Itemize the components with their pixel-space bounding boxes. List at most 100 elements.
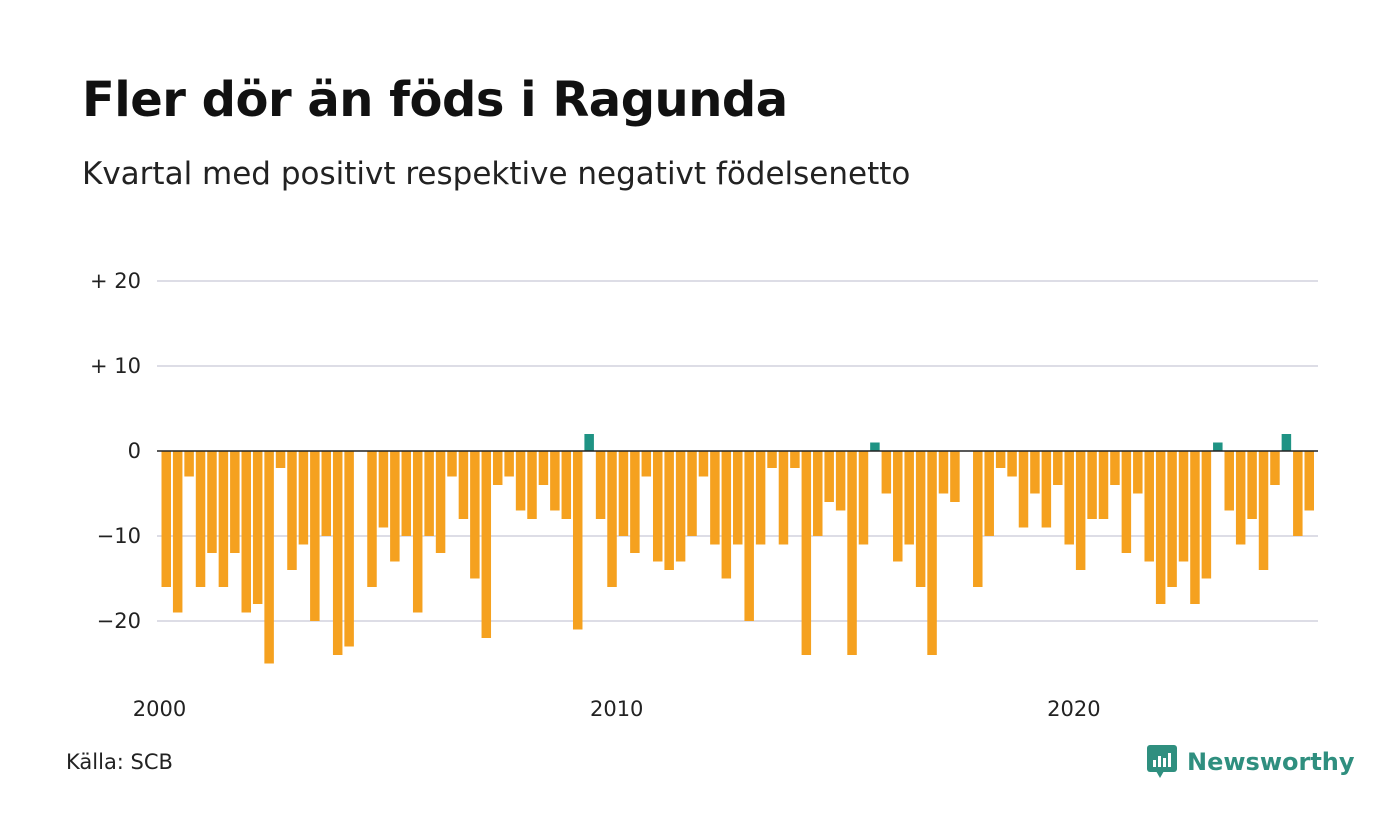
bar-negative <box>230 451 240 553</box>
bar-negative <box>721 451 732 579</box>
bar-negative <box>1258 451 1269 570</box>
y-tick-label: + 20 <box>90 269 141 293</box>
bar-negative <box>492 451 503 485</box>
bar-negative <box>687 451 697 536</box>
bar-negative <box>755 451 766 545</box>
bar-negative <box>995 451 1006 468</box>
bar-negative <box>1018 451 1029 528</box>
bar-negative <box>504 451 514 477</box>
bar-negative <box>1178 451 1189 562</box>
newsworthy-chart-bubble-icon <box>1147 745 1177 778</box>
x-tick-label: 2000 <box>133 697 186 721</box>
bar-negative <box>367 451 377 587</box>
bar-negative <box>904 451 914 545</box>
chart-subtitle: Kvartal med positivt respektive negativt… <box>82 156 911 192</box>
bar-negative <box>744 451 754 621</box>
bar-negative <box>1053 451 1063 485</box>
bar-negative <box>1110 451 1120 485</box>
bar-negative <box>858 451 869 545</box>
bar-negative <box>378 451 389 528</box>
bar-positive <box>1213 442 1223 451</box>
bar-negative <box>630 451 640 553</box>
bar-negative <box>172 451 183 613</box>
x-tick-label: 2010 <box>590 697 643 721</box>
bar-negative <box>390 451 400 562</box>
bar-negative <box>1247 451 1257 519</box>
brand-name: Newsworthy <box>1187 748 1355 776</box>
bar-negative <box>1304 451 1314 511</box>
bar-negative <box>481 451 492 638</box>
bar-negative <box>275 451 286 468</box>
bar-positive <box>1281 434 1292 451</box>
bar-negative <box>1224 451 1234 511</box>
bar-negative <box>618 451 629 536</box>
bar-negative <box>847 451 857 655</box>
bar-negative <box>332 451 343 655</box>
bar-negative <box>424 451 434 536</box>
y-tick-label: + 10 <box>90 354 141 378</box>
bar-negative <box>835 451 846 511</box>
bar-negative <box>161 451 171 587</box>
bar-negative <box>710 451 720 545</box>
bar-negative <box>1121 451 1132 553</box>
bar-negative <box>184 451 194 477</box>
bar-negative <box>538 451 549 485</box>
bar-negative <box>893 451 903 562</box>
bar-negative <box>527 451 537 519</box>
bar-negative <box>767 451 777 468</box>
bar-negative <box>1098 451 1109 519</box>
bar-negative <box>641 451 652 477</box>
bar-negative <box>1293 451 1303 536</box>
brand-logo: Newsworthy <box>1147 744 1355 780</box>
bar-negative <box>801 451 812 655</box>
chart-title: Fler dör än föds i Ragunda <box>82 72 788 128</box>
bar-negative <box>1190 451 1200 604</box>
bar-negative <box>915 451 926 587</box>
y-tick-label: 0 <box>128 439 141 463</box>
bar-negative <box>310 451 320 621</box>
bar-negative <box>572 451 583 630</box>
bar-negative <box>1075 451 1086 570</box>
bar-negative <box>824 451 834 502</box>
bar-negative <box>241 451 252 613</box>
bar-negative <box>984 451 994 536</box>
bar-negative <box>733 451 743 545</box>
y-axis-labels: + 20 + 10 0 −10 −20 <box>90 269 141 633</box>
bar-negative <box>1270 451 1280 485</box>
bar-negative <box>252 451 263 604</box>
bar-negative <box>607 451 617 587</box>
bar-negative <box>973 451 983 587</box>
bar-negative <box>813 451 823 536</box>
bar-negative <box>264 451 274 664</box>
bar-negative <box>1064 451 1074 545</box>
x-tick-label: 2020 <box>1047 697 1100 721</box>
bar-negative <box>458 451 469 519</box>
bar-negative <box>927 451 937 655</box>
bar-negative <box>664 451 674 570</box>
bar-negative <box>1167 451 1177 587</box>
bar-negative <box>938 451 949 494</box>
bar-negative <box>881 451 892 494</box>
bar-negative <box>698 451 709 477</box>
bar-negative <box>287 451 297 570</box>
bar-negative <box>675 451 686 562</box>
bars <box>161 434 1314 664</box>
bar-negative <box>218 451 229 587</box>
source-note: Källa: SCB <box>66 750 173 774</box>
bar-negative <box>1041 451 1052 528</box>
bar-negative <box>778 451 789 545</box>
bar-positive <box>584 434 594 451</box>
y-tick-label: −20 <box>97 609 141 633</box>
x-axis-labels: 2000 2010 2020 <box>133 697 1101 721</box>
bar-negative <box>412 451 423 613</box>
bar-positive <box>870 442 880 451</box>
bar-negative <box>1201 451 1212 579</box>
bar-negative <box>298 451 309 545</box>
bar-negative <box>207 451 217 553</box>
bar-negative <box>447 451 457 477</box>
bar-negative <box>195 451 206 587</box>
bar-negative <box>1087 451 1097 519</box>
bar-negative <box>1155 451 1166 604</box>
bar-negative <box>790 451 800 468</box>
